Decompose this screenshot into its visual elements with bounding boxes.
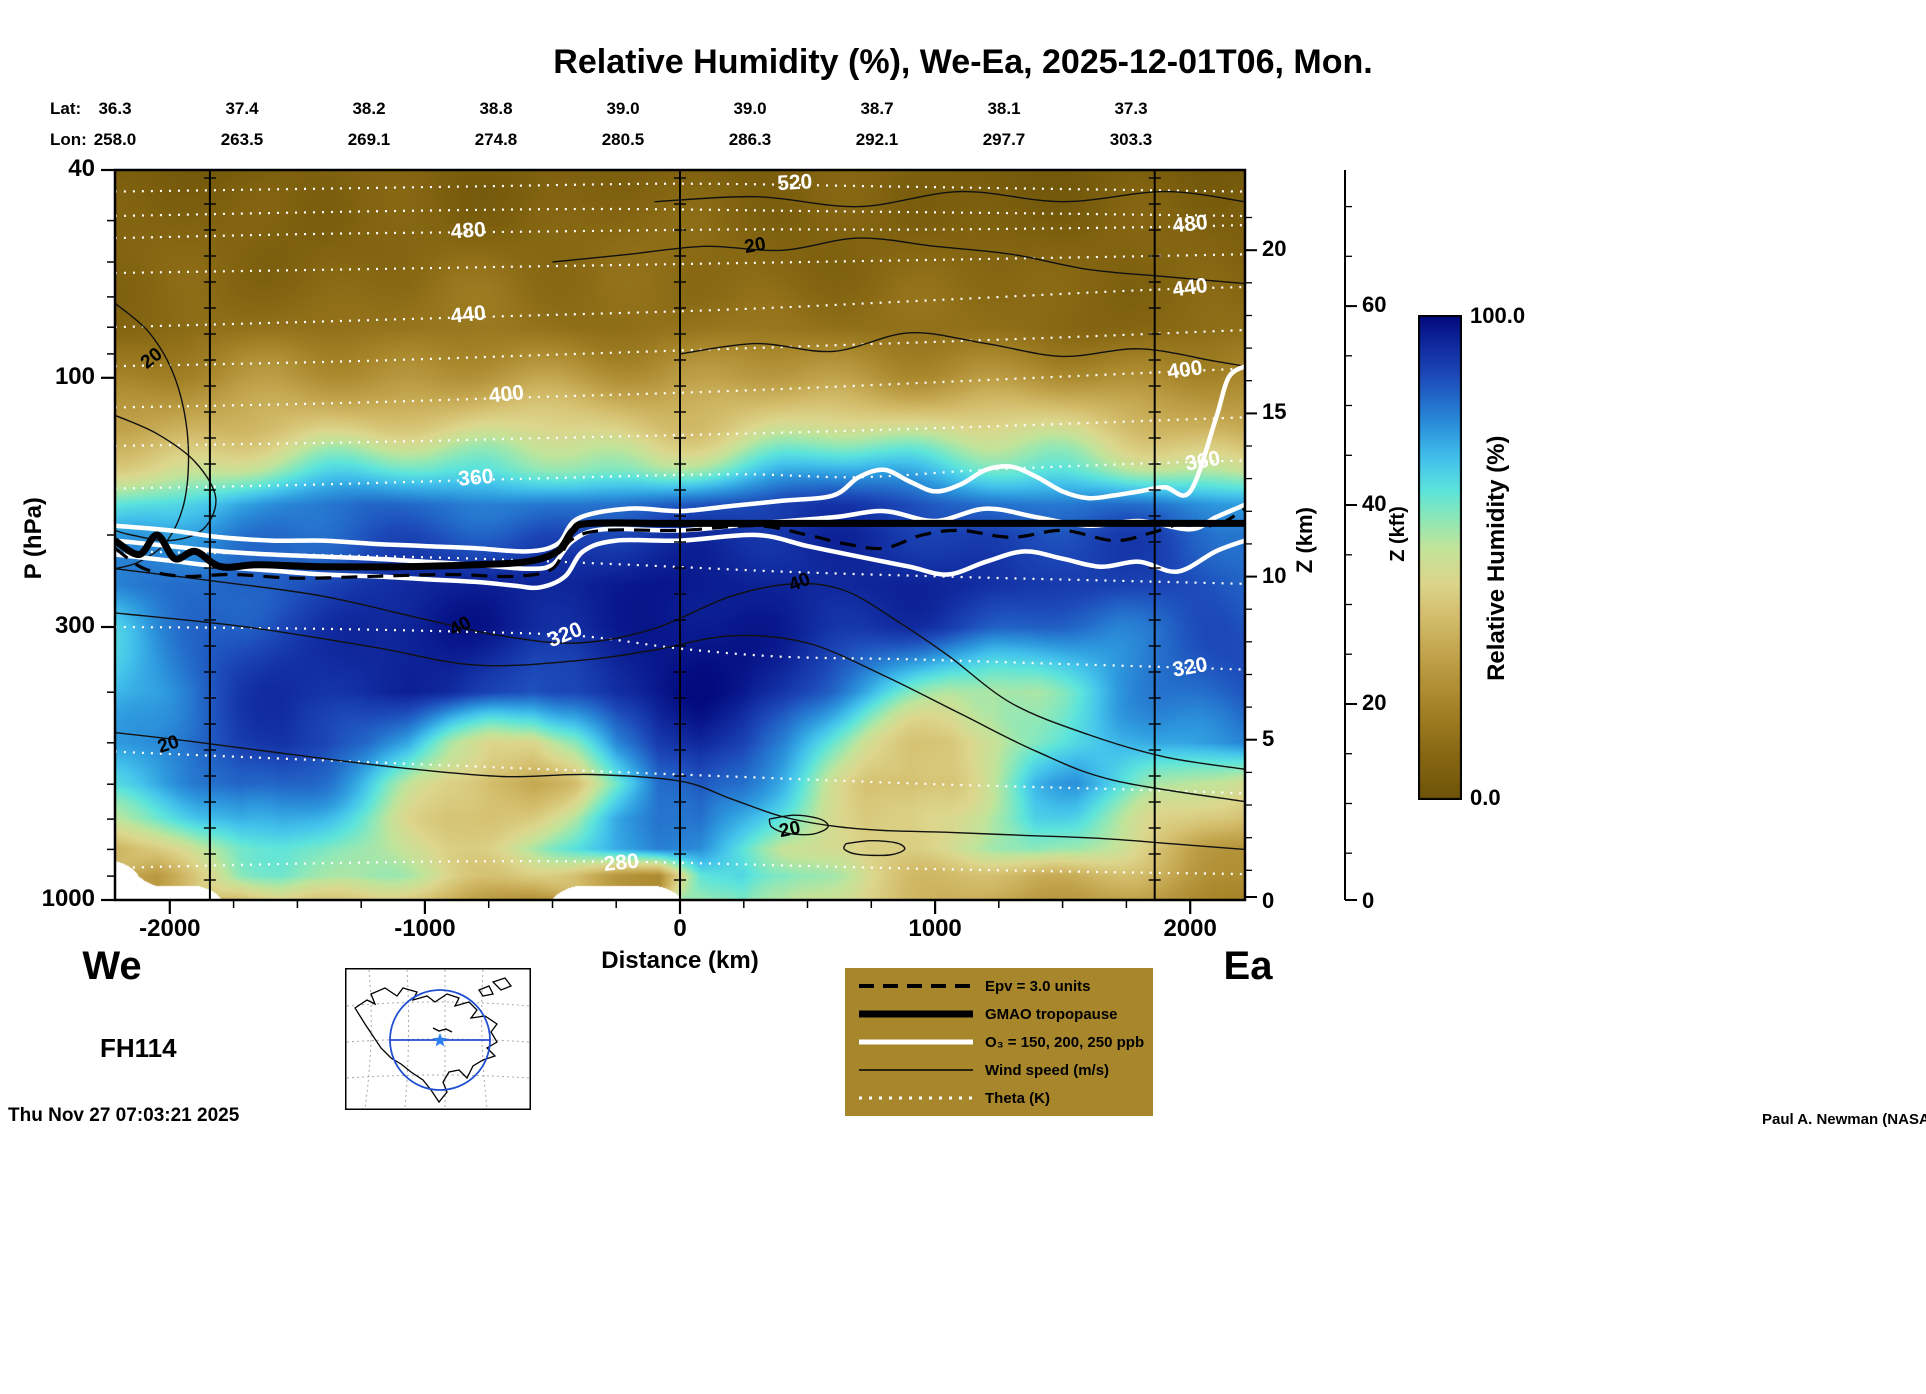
forecast-hour-label: FH114	[100, 1033, 177, 1063]
distance-tick-label: 0	[673, 915, 687, 942]
rh-field-canvas	[115, 170, 1245, 900]
endpoint-east-label: Ea	[1223, 944, 1273, 988]
z-kft-tick-label: 20	[1362, 689, 1387, 715]
lat-value: 38.8	[479, 99, 513, 118]
credit: Paul A. Newman (NASA	[1762, 1112, 1926, 1128]
lon-value: 263.5	[220, 130, 264, 149]
lon-value: 274.8	[474, 130, 518, 149]
legend-sample-thick-black-line	[859, 1010, 973, 1018]
legend-row-theta: Theta (K)	[845, 1084, 1153, 1112]
colorbar-axis-label: Relative Humidity (%)	[1482, 435, 1510, 681]
distance-tick-label: -2000	[139, 915, 201, 942]
lat-value: 37.3	[1114, 99, 1148, 118]
lat-value: 39.0	[733, 99, 767, 118]
pressure-tick-label: 1000	[41, 885, 95, 912]
distance-axis-label: Distance (km)	[601, 947, 759, 974]
map-coastline	[354, 977, 513, 1104]
lat-value: 38.1	[987, 99, 1021, 118]
legend-item-label: Wind speed (m/s)	[985, 1061, 1110, 1079]
lon-value: 297.7	[982, 130, 1026, 149]
legend-sample-thin-black-line	[859, 1069, 973, 1071]
chart-legend: Epv = 3.0 units GMAO tropopause O₃ = 150…	[845, 968, 1153, 1116]
legend-sample-dotted-white-line	[859, 1096, 973, 1100]
legend-item-label: O₃ = 150, 200, 250 ppb	[985, 1033, 1145, 1051]
lon-value: 269.1	[347, 130, 391, 149]
map-inset	[345, 968, 531, 1110]
page-title: Relative Humidity (%), We-Ea, 2025-12-01…	[553, 43, 1373, 81]
lon-value: 303.3	[1109, 130, 1153, 149]
distance-tick-label: 2000	[1163, 915, 1217, 942]
z-kft-axis-label: Z (kft)	[1387, 506, 1409, 562]
colorbar-min-label: 0.0	[1470, 785, 1501, 810]
lat-value: 39.0	[606, 99, 640, 118]
pressure-tick-label: 100	[54, 362, 95, 390]
endpoint-west-label: We	[82, 944, 142, 988]
lon-row-label: Lon:	[50, 130, 87, 149]
z-km-tick-label: 5	[1262, 725, 1275, 751]
z-km-tick-label: 0	[1262, 888, 1275, 913]
z-km-axis-label: Z (km)	[1291, 507, 1317, 574]
legend-row-ozone: O₃ = 150, 200, 250 ppb	[845, 1028, 1153, 1056]
lon-value: 280.5	[601, 130, 645, 149]
distance-tick-label: 1000	[908, 915, 962, 942]
pressure-axis-label: P (hPa)	[19, 497, 47, 580]
legend-item-label: GMAO tropopause	[985, 1005, 1118, 1023]
distance-tick-label: -1000	[394, 915, 456, 942]
lat-value: 38.7	[860, 99, 894, 118]
legend-sample-dashed-black-line	[859, 984, 973, 988]
legend-row-epv: Epv = 3.0 units	[845, 972, 1153, 1000]
z-kft-tick-label: 0	[1362, 888, 1375, 913]
legend-item-label: Epv = 3.0 units	[985, 977, 1091, 995]
colorbar-max-label: 100.0	[1470, 303, 1526, 328]
pressure-tick-label: 300	[54, 611, 95, 639]
map-graticule	[346, 969, 530, 1109]
legend-row-windspeed: Wind speed (m/s)	[845, 1056, 1153, 1084]
colorbar	[1418, 315, 1462, 800]
z-kft-tick-label: 60	[1362, 292, 1387, 318]
timestamp: Thu Nov 27 07:03:21 2025	[8, 1105, 240, 1126]
map-location-star	[433, 1033, 447, 1047]
pressure-tick-label: 40	[68, 155, 95, 182]
legend-sample-white-line	[859, 1039, 973, 1045]
lat-value: 37.4	[225, 99, 259, 118]
legend-item-label: Theta (K)	[985, 1089, 1050, 1107]
lat-value: 38.2	[352, 99, 386, 118]
z-km-tick-label: 20	[1262, 236, 1287, 262]
lon-value: 258.0	[93, 130, 137, 149]
lon-value: 286.3	[728, 130, 772, 149]
legend-row-tropopause: GMAO tropopause	[845, 1000, 1153, 1028]
lat-value: 36.3	[98, 99, 132, 118]
lon-value: 292.1	[855, 130, 899, 149]
z-km-tick-label: 15	[1262, 399, 1287, 425]
lat-row-label: Lat:	[50, 99, 82, 118]
